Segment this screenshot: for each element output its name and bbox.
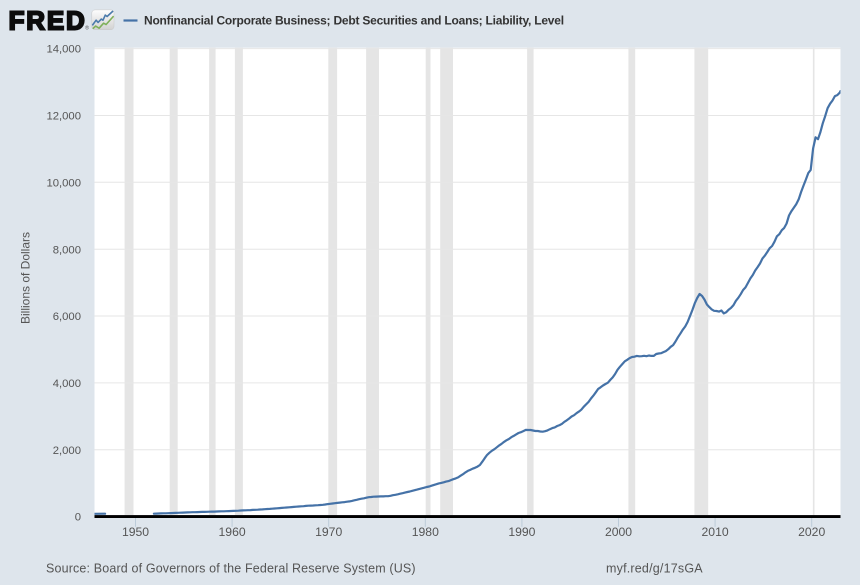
svg-text:2020: 2020 (798, 525, 825, 539)
svg-text:2,000: 2,000 (53, 445, 81, 457)
svg-text:1950: 1950 (122, 525, 149, 539)
svg-text:Billions of Dollars: Billions of Dollars (19, 232, 33, 324)
svg-text:14,000: 14,000 (46, 44, 81, 56)
svg-text:Source: Board of Governors of: Source: Board of Governors of the Federa… (46, 562, 416, 576)
svg-text:®: ® (85, 25, 89, 32)
svg-text:8,000: 8,000 (53, 244, 81, 256)
svg-text:FRED: FRED (9, 6, 87, 36)
svg-text:2010: 2010 (702, 525, 729, 539)
svg-text:10,000: 10,000 (46, 177, 81, 189)
svg-text:1960: 1960 (219, 525, 246, 539)
svg-text:6,000: 6,000 (53, 311, 81, 323)
svg-text:12,000: 12,000 (46, 111, 81, 123)
svg-text:Nonfinancial Corporate Busines: Nonfinancial Corporate Business; Debt Se… (144, 14, 564, 28)
svg-text:0: 0 (75, 512, 81, 524)
svg-text:2000: 2000 (605, 525, 632, 539)
svg-text:1980: 1980 (412, 525, 439, 539)
svg-text:1990: 1990 (508, 525, 535, 539)
svg-text:1970: 1970 (315, 525, 342, 539)
svg-text:4,000: 4,000 (53, 378, 81, 390)
svg-text:myf.red/g/17sGA: myf.red/g/17sGA (606, 562, 703, 576)
